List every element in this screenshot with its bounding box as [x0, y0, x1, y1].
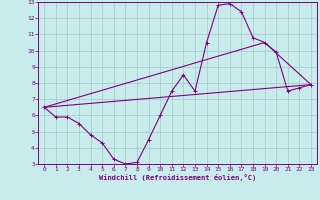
X-axis label: Windchill (Refroidissement éolien,°C): Windchill (Refroidissement éolien,°C) [99, 174, 256, 181]
